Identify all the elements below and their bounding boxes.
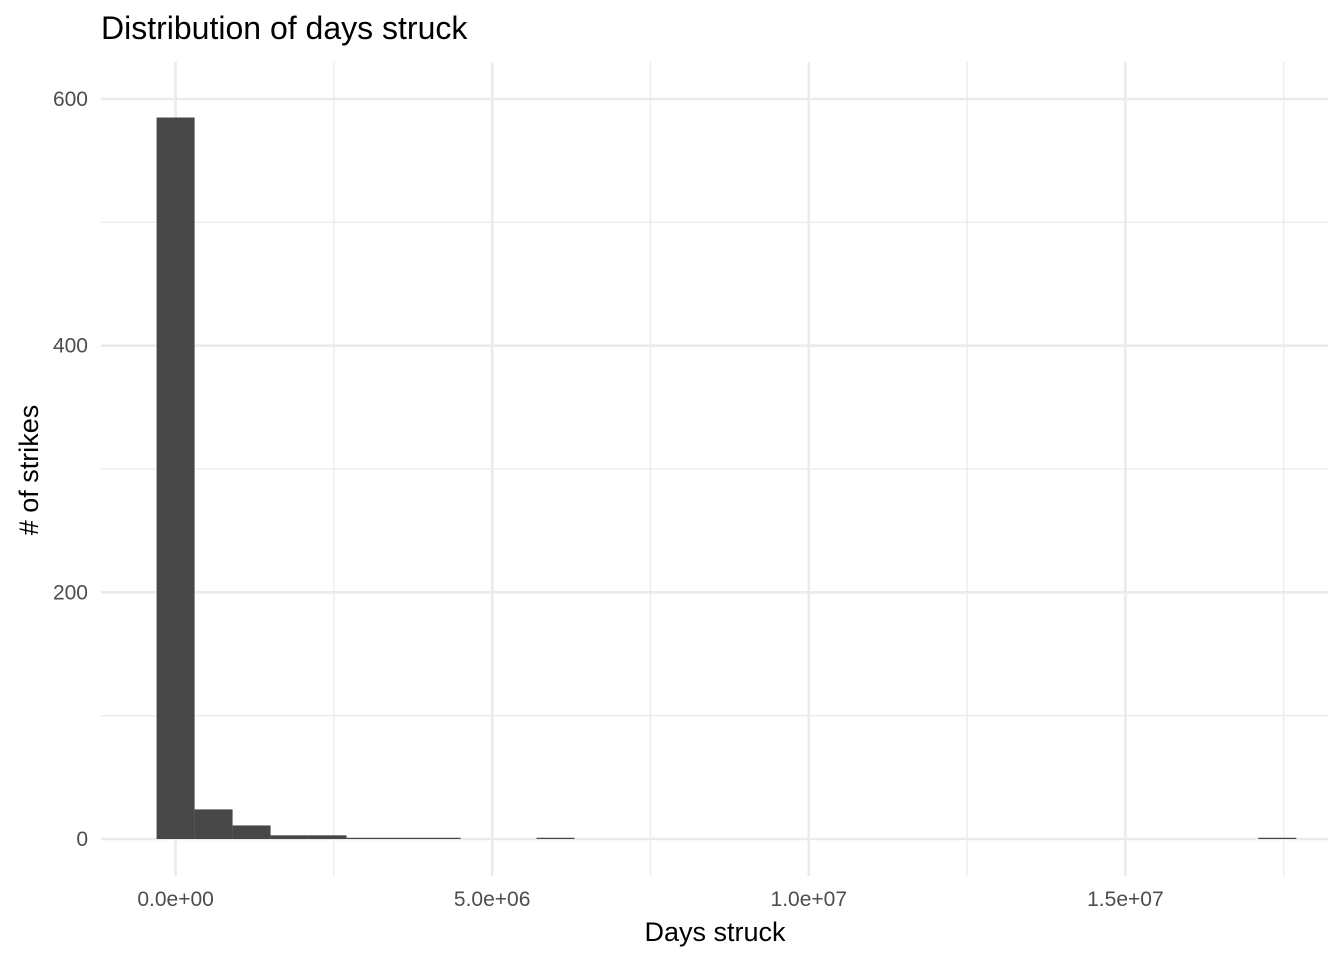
bars-layer (156, 117, 1297, 839)
y-axis-title: # of strikes (14, 405, 44, 536)
x-tick-label: 1.0e+07 (771, 888, 848, 911)
histogram-bar-4 (308, 835, 347, 839)
y-tick-label: 600 (53, 88, 88, 111)
chart-title: Distribution of days struck (101, 10, 468, 46)
histogram-bar-1 (194, 809, 233, 839)
histogram-bar-9 (1258, 837, 1297, 839)
histogram-bar-7 (422, 837, 461, 839)
histogram-bar-2 (232, 825, 271, 839)
histogram-bar-0 (156, 117, 195, 839)
x-tick-label: 1.5e+07 (1087, 888, 1164, 911)
histogram-bar-5 (346, 837, 385, 839)
y-tick-label: 400 (53, 335, 88, 358)
histogram-bar-8 (536, 837, 575, 839)
histogram-bar-3 (270, 835, 309, 839)
y-tick-label: 0 (76, 828, 88, 851)
histogram-bar-6 (384, 837, 423, 839)
x-tick-label: 0.0e+00 (137, 888, 214, 911)
x-tick-label: 5.0e+06 (454, 888, 531, 911)
tick-labels-layer: 0.0e+00 5.0e+06 1.0e+07 1.5e+07 0 200 400 600 (53, 88, 1164, 911)
grid-layer (101, 62, 1328, 876)
x-axis-title: Days struck (644, 917, 786, 947)
y-tick-label: 200 (53, 581, 88, 604)
